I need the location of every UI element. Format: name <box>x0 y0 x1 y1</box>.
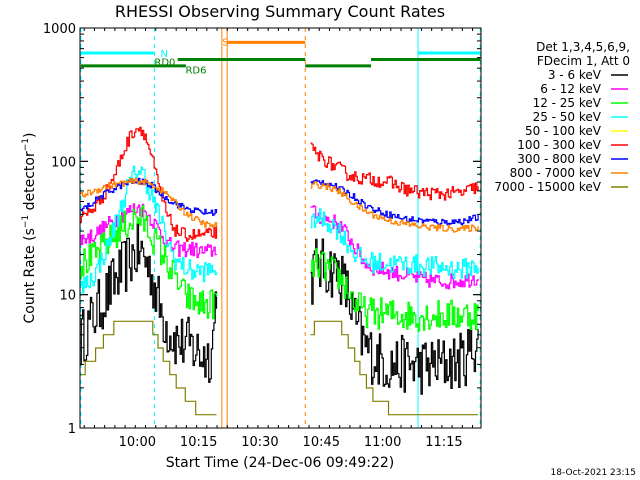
x-tick-label: 10:00 <box>119 435 156 450</box>
x-tick-label: 10:30 <box>241 435 278 450</box>
series-line <box>310 179 479 226</box>
chart-title: RHESSI Observing Summary Count Rates <box>115 2 445 21</box>
series-line <box>80 126 218 242</box>
series-line <box>310 238 479 395</box>
legend: Det 1,3,4,5,6,9,FDecim 1, Att 03 - 6 keV… <box>494 40 630 194</box>
legend-entry-label: 6 - 12 keV <box>540 82 602 96</box>
series-line <box>80 205 218 320</box>
series-group <box>80 126 479 416</box>
flag-label: RD0 <box>154 58 175 69</box>
flag-bars: N S RD0 RD6 <box>80 38 481 76</box>
x-axis: 10:00 10:15 10:30 10:45 11:00 11:15 <box>83 28 474 450</box>
series-line <box>310 248 479 332</box>
series-line <box>310 181 479 233</box>
series-line <box>310 208 479 279</box>
flag-label: RD6 <box>185 65 206 76</box>
x-tick-label: 10:15 <box>180 435 217 450</box>
legend-entry-label: 300 - 800 keV <box>517 152 601 166</box>
footer-date: 18-Oct-2021 23:15 <box>551 468 636 478</box>
x-tick-label: 11:00 <box>364 435 401 450</box>
legend-header: FDecim 1, Att 0 <box>537 54 630 68</box>
plot-frame <box>79 27 482 429</box>
x-tick-label: 10:45 <box>303 435 340 450</box>
series-line <box>310 142 479 201</box>
flag-label: N <box>161 49 168 60</box>
legend-entry-label: 50 - 100 keV <box>525 124 602 138</box>
x-tick-label: 11:15 <box>425 435 462 450</box>
series-line <box>80 177 218 228</box>
y-axis-label: Count Rate (s−1 detector−1) <box>21 133 38 324</box>
legend-entry-label: 800 - 7000 keV <box>510 166 602 180</box>
y-tick-label: 1000 <box>43 22 76 37</box>
legend-entry-label: 3 - 6 keV <box>548 68 602 82</box>
legend-entry-label: 100 - 300 keV <box>517 138 601 152</box>
series-line <box>310 320 479 416</box>
x-axis-label: Start Time (24-Dec-06 09:49:22) <box>166 455 394 471</box>
series-line <box>80 203 218 259</box>
series-line <box>80 222 218 383</box>
y-axis: 1 10 100 1000 <box>43 22 481 437</box>
legend-header: Det 1,3,4,5,6,9, <box>536 40 630 54</box>
y-tick-label: 1 <box>68 422 76 437</box>
legend-entry-label: 7000 - 15000 keV <box>494 180 601 194</box>
series-line <box>80 177 218 216</box>
legend-entry-label: 25 - 50 keV <box>533 110 602 124</box>
y-tick-label: 10 <box>59 289 76 304</box>
flag-label: S <box>222 38 228 49</box>
legend-entry-label: 12 - 25 keV <box>533 96 602 110</box>
y-tick-label: 100 <box>51 155 76 170</box>
series-line <box>80 320 217 416</box>
